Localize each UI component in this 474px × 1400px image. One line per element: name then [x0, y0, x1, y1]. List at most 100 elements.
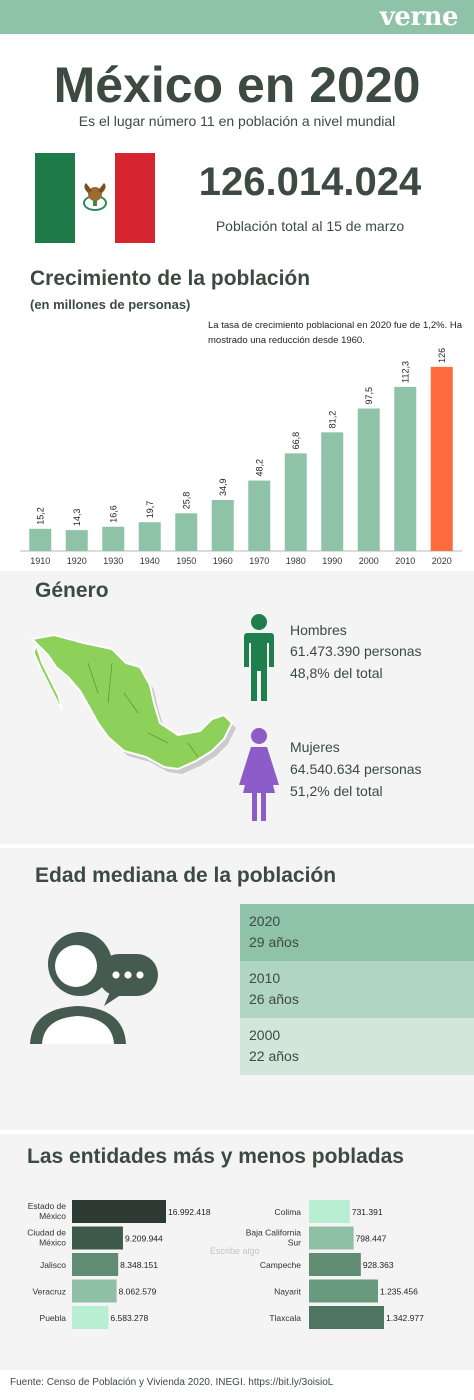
page-title: México en 2020: [53, 57, 421, 113]
bar: [72, 1279, 117, 1303]
man-icon: [244, 614, 274, 701]
flag-red-stripe: [115, 153, 155, 243]
category-label: Estado de México: [28, 1201, 67, 1221]
bar: [29, 528, 52, 551]
bar: [357, 408, 380, 551]
bar-value-label: 1.235.456: [380, 1287, 418, 1297]
category-label: Campeche: [260, 1260, 301, 1270]
bar: [72, 1226, 123, 1250]
bar: [309, 1253, 361, 1276]
bar-value-label: 14,3: [72, 509, 82, 527]
bar-value-label: 16.992.418: [168, 1207, 211, 1217]
growth-title: Crecimiento de la población: [30, 267, 311, 290]
men-share: 48,8% del total: [290, 665, 383, 681]
bar: [284, 453, 307, 551]
women-share: 51,2% del total: [290, 783, 383, 799]
bar: [309, 1306, 384, 1329]
bar: [321, 432, 344, 551]
bar: [72, 1253, 119, 1276]
least-populated-chart: Colima 731.391 Baja California Sur 798.447 Ca…: [246, 1200, 424, 1329]
x-tick-label: 1960: [213, 556, 233, 566]
flag-white-stripe: [75, 153, 115, 243]
category-label: Ciudad de México: [27, 1228, 66, 1248]
top-bar: verne: [0, 0, 474, 34]
men-count: 61.473.390 personas: [290, 643, 422, 659]
bar-value-label: 66,8: [291, 432, 301, 450]
bar: [430, 366, 453, 551]
verne-logo: verne: [379, 2, 459, 32]
population-growth-chart: 15,2 1910 14,3 1920 16,6 1930 19,7 1940 25,8 1950…: [20, 348, 462, 566]
median-age-value: 29 años: [249, 934, 299, 950]
x-tick-label: 1990: [322, 556, 342, 566]
x-tick-label: 1920: [67, 556, 87, 566]
median-age-year: 2000: [249, 1027, 281, 1043]
bar: [309, 1279, 378, 1303]
bar-value-label: 798.447: [356, 1234, 387, 1244]
bar-value-label: 19,7: [145, 501, 155, 519]
bar-value-label: 928.363: [363, 1260, 394, 1270]
x-tick-label: 1970: [249, 556, 269, 566]
bar-value-label: 97,5: [364, 387, 374, 405]
women-count: 64.540.634 personas: [290, 761, 422, 777]
x-tick-label: 1930: [103, 556, 123, 566]
median-age-year: 2010: [249, 970, 281, 986]
mexico-map-icon: [29, 633, 236, 774]
category-label: Tlaxcala: [269, 1313, 301, 1323]
bar-value-label: 34,9: [218, 478, 228, 496]
category-label: Nayarit: [274, 1287, 302, 1297]
bar-value-label: 15,2: [35, 507, 45, 525]
median-age-value: 22 años: [249, 1048, 299, 1064]
bar-value-label: 9.209.944: [125, 1234, 163, 1244]
growth-note: La tasa de crecimiento poblacional en 20…: [208, 320, 463, 346]
men-label: Hombres: [290, 622, 347, 638]
bar: [175, 513, 198, 551]
median-age-row: 2000 22 años: [240, 1018, 474, 1075]
category-label: Puebla: [40, 1313, 67, 1323]
most-populated-chart: Estado de México 16.992.418 Ciudad de México…: [27, 1200, 211, 1329]
category-label: Veracruz: [32, 1287, 66, 1297]
bar-value-label: 8.062.579: [119, 1287, 157, 1297]
bar: [138, 522, 161, 551]
bar: [394, 386, 417, 551]
median-age-section: Edad mediana de la población 2020 29 año…: [0, 848, 474, 1130]
bar: [65, 530, 88, 551]
source-footer: Fuente: Censo de Población y Vivienda 20…: [10, 1377, 334, 1388]
entities-section: Las entidades más y menos pobladas: [0, 1134, 474, 1370]
x-tick-label: 2020: [432, 556, 452, 566]
bar: [248, 480, 271, 551]
category-label: Baja California Sur: [246, 1228, 302, 1248]
median-age-value: 26 años: [249, 991, 299, 1007]
bar: [211, 499, 234, 551]
x-tick-label: 1980: [286, 556, 306, 566]
growth-subtitle: (en millones de personas): [30, 297, 191, 312]
bar-value-label: 16,6: [108, 505, 118, 523]
bar: [72, 1200, 166, 1223]
bar: [72, 1306, 109, 1329]
x-tick-label: 1910: [30, 556, 50, 566]
gender-title: Género: [35, 579, 109, 602]
woman-icon: [239, 728, 279, 821]
person-speaking-icon: [30, 932, 158, 1044]
category-label: Jalisco: [40, 1260, 66, 1270]
bar-value-label: 8.348.151: [120, 1260, 158, 1270]
gender-section: Género Hombres 61.473.390 personas 48,8%…: [0, 571, 474, 844]
entities-title: Las entidades más y menos pobladas: [27, 1145, 404, 1168]
median-age-row: 2010 26 años: [240, 961, 474, 1018]
bar: [102, 526, 125, 551]
bar-value-label: 6.583.278: [110, 1313, 148, 1323]
placeholder-text: Escribe algo: [210, 1246, 260, 1256]
bar: [309, 1200, 350, 1223]
median-age-year: 2020: [249, 913, 281, 929]
x-tick-label: 2000: [359, 556, 379, 566]
category-label: Colima: [275, 1207, 302, 1217]
coat-of-arms-icon: [83, 183, 107, 211]
mexico-flag: [35, 153, 155, 243]
bar-value-label: 126: [437, 348, 447, 363]
women-label: Mujeres: [290, 739, 340, 755]
bar: [309, 1226, 354, 1250]
bar-value-label: 25,8: [181, 492, 191, 510]
median-age-title: Edad mediana de la población: [35, 864, 337, 887]
bar-value-label: 112,3: [400, 361, 410, 383]
x-tick-label: 1950: [176, 556, 196, 566]
x-tick-label: 1940: [140, 556, 160, 566]
